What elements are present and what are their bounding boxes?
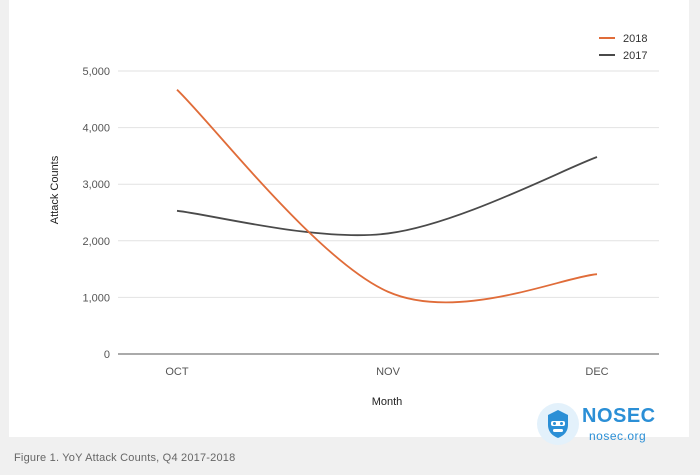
series-line-2018 — [176, 89, 598, 304]
grid-lines — [118, 70, 659, 355]
logo-subtitle: nosec.org — [589, 429, 647, 443]
legend-label-2018: 2018 — [623, 33, 647, 45]
y-tick-label: 1,000 — [82, 292, 110, 304]
y-tick-label: 5,000 — [82, 66, 110, 78]
x-axis-title: Month — [372, 396, 403, 408]
series-line-2017 — [176, 156, 598, 237]
x-tick-label: OCT — [165, 366, 189, 378]
x-tick-labels: OCT NOV DEC — [165, 366, 608, 378]
x-tick-label: NOV — [376, 366, 401, 378]
figure-caption: Figure 1. YoY Attack Counts, Q4 2017-201… — [14, 452, 236, 464]
y-tick-labels: 0 1,000 2,000 3,000 4,000 5,000 — [82, 66, 110, 361]
hacker-mask-icon — [537, 403, 579, 445]
legend-label-2017: 2017 — [623, 50, 647, 62]
series-lines — [176, 89, 598, 304]
y-tick-label: 0 — [104, 349, 110, 361]
line-chart: 0 1,000 2,000 3,000 4,000 5,000 OCT NOV DEC 201… — [49, 33, 659, 408]
y-tick-label: 2,000 — [82, 236, 110, 248]
y-axis-title: Attack Counts — [49, 155, 61, 224]
legend: 2018 2017 — [599, 33, 647, 62]
y-tick-label: 4,000 — [82, 123, 110, 135]
chart-card: 0 1,000 2,000 3,000 4,000 5,000 OCT NOV DEC 201… — [9, 0, 689, 437]
y-tick-label: 3,000 — [82, 179, 110, 191]
x-tick-label: DEC — [585, 366, 608, 378]
logo-title: NOSEC — [582, 405, 656, 427]
nosec-logo: NOSEC nosec.org — [537, 403, 677, 449]
